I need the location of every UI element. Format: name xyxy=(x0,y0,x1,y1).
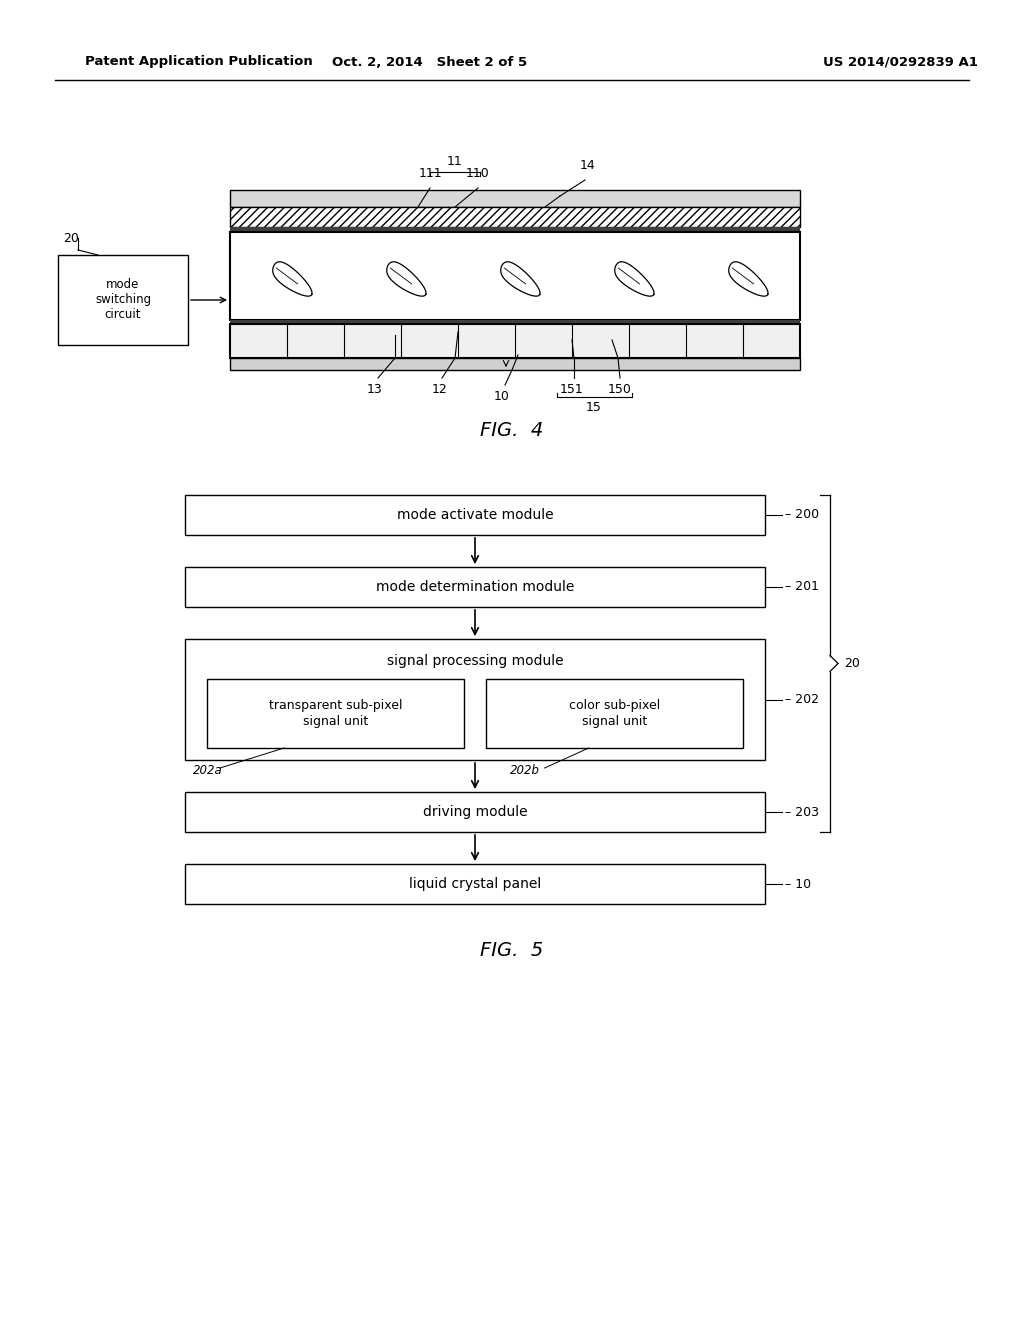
Bar xyxy=(185,865,765,904)
Bar xyxy=(230,207,800,227)
Text: 20: 20 xyxy=(844,657,860,671)
Text: transparent sub-pixel
signal unit: transparent sub-pixel signal unit xyxy=(268,700,402,727)
Text: signal processing module: signal processing module xyxy=(387,653,563,668)
Bar xyxy=(230,323,800,358)
Text: liquid crystal panel: liquid crystal panel xyxy=(409,876,541,891)
Bar xyxy=(207,678,464,748)
Bar xyxy=(486,678,743,748)
Text: 202a: 202a xyxy=(193,763,223,776)
Bar xyxy=(58,255,188,345)
Text: – 200: – 200 xyxy=(785,508,819,521)
Text: 10: 10 xyxy=(494,389,510,403)
Bar xyxy=(185,639,765,760)
Bar xyxy=(230,358,800,370)
Text: driving module: driving module xyxy=(423,805,527,818)
Text: 13: 13 xyxy=(368,383,383,396)
Text: FIG.  5: FIG. 5 xyxy=(480,940,544,960)
Text: color sub-pixel
signal unit: color sub-pixel signal unit xyxy=(569,700,660,727)
Bar xyxy=(230,232,800,319)
Text: 11: 11 xyxy=(447,154,463,168)
Text: US 2014/0292839 A1: US 2014/0292839 A1 xyxy=(822,55,978,69)
Text: 202b: 202b xyxy=(510,763,540,776)
Bar xyxy=(230,190,800,207)
Text: 14: 14 xyxy=(580,158,596,172)
Text: – 10: – 10 xyxy=(785,878,811,891)
Text: 110: 110 xyxy=(466,168,489,180)
Text: – 203: – 203 xyxy=(785,805,819,818)
Bar xyxy=(185,792,765,832)
Text: mode
switching
circuit: mode switching circuit xyxy=(95,279,152,322)
Text: Oct. 2, 2014   Sheet 2 of 5: Oct. 2, 2014 Sheet 2 of 5 xyxy=(333,55,527,69)
Text: mode determination module: mode determination module xyxy=(376,579,574,594)
Text: – 202: – 202 xyxy=(785,693,819,706)
Bar xyxy=(230,227,800,232)
Text: mode activate module: mode activate module xyxy=(396,508,553,521)
Text: Patent Application Publication: Patent Application Publication xyxy=(85,55,312,69)
Text: 150: 150 xyxy=(608,383,632,396)
Text: 12: 12 xyxy=(432,383,447,396)
Bar xyxy=(230,319,800,323)
Text: FIG.  4: FIG. 4 xyxy=(480,421,544,440)
Bar xyxy=(185,495,765,535)
Bar xyxy=(185,568,765,607)
Text: 111: 111 xyxy=(418,168,441,180)
Text: 15: 15 xyxy=(586,401,602,414)
Text: 151: 151 xyxy=(560,383,584,396)
Text: 20: 20 xyxy=(63,231,79,244)
Text: – 201: – 201 xyxy=(785,581,819,594)
